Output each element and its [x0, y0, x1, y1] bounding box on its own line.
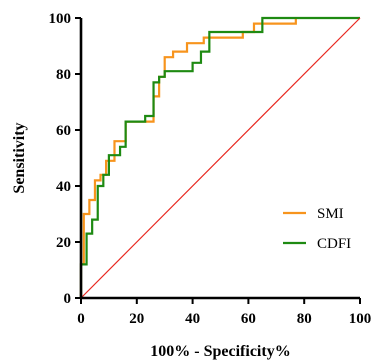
series-line-cdfi — [79, 16, 360, 298]
series-line-smi — [79, 18, 297, 298]
x-tick-label: 20 — [129, 311, 144, 327]
x-tick-label: 40 — [185, 311, 200, 327]
plot-area — [79, 16, 361, 299]
y-axis-label: Sensitivity — [11, 122, 28, 193]
x-axis-label: 100% - Specificity% — [150, 343, 290, 360]
y-tick-label: 60 — [56, 123, 71, 139]
y-tick-label: 0 — [64, 291, 72, 307]
y-tick-label: 100 — [49, 11, 72, 27]
legend: SMI CDFI — [283, 206, 351, 252]
legend-label-smi: SMI — [317, 206, 344, 222]
x-tick-label: 80 — [297, 311, 312, 327]
y-tick-label: 80 — [56, 67, 71, 83]
y-tick-label: 40 — [56, 179, 71, 195]
legend-label-cdfi: CDFI — [317, 236, 351, 252]
x-tick-label: 60 — [241, 311, 256, 327]
ticks: 0 20 40 60 80 100 0 20 40 60 80 100 — [49, 11, 372, 327]
series-line-reference — [80, 17, 361, 299]
axes — [79, 18, 360, 300]
y-tick-label: 20 — [56, 235, 71, 251]
x-tick-label: 100 — [349, 311, 372, 327]
x-tick-label: 0 — [77, 311, 85, 327]
